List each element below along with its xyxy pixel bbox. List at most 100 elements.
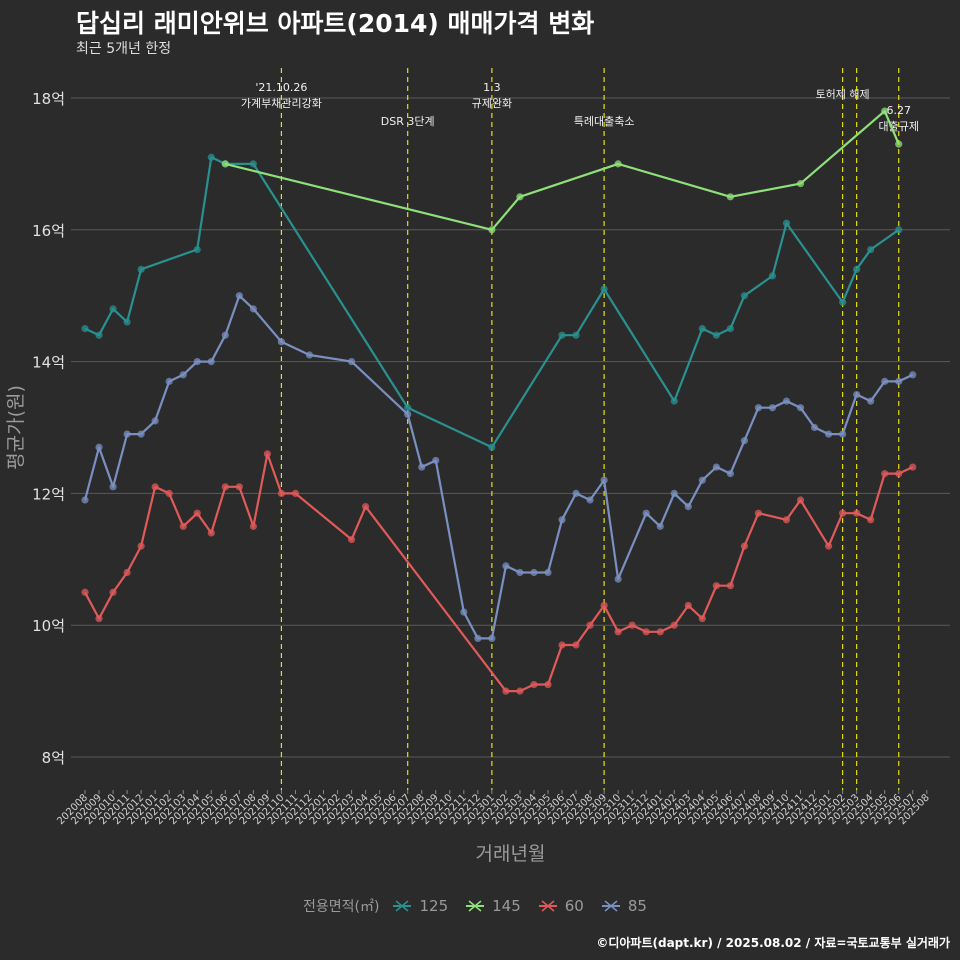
data-point-85 — [684, 502, 692, 511]
data-point-145 — [221, 160, 229, 168]
data-point-125 — [81, 325, 89, 333]
data-point-60 — [165, 489, 173, 498]
data-point-125 — [123, 318, 131, 326]
data-point-85 — [782, 397, 791, 405]
legend-key-145 — [466, 900, 485, 912]
data-point-145 — [881, 107, 889, 115]
event-label: '21.10.26 — [255, 81, 307, 94]
data-point-60 — [754, 509, 763, 517]
event-label: 대출규제 — [878, 120, 918, 133]
data-point-85 — [642, 509, 650, 517]
event-label: 1.3 — [483, 81, 501, 94]
data-point-60 — [137, 542, 145, 550]
data-point-60 — [193, 509, 201, 517]
data-point-60 — [530, 680, 538, 689]
data-point-85 — [656, 522, 664, 530]
data-point-85 — [881, 377, 889, 385]
data-point-125 — [572, 331, 580, 339]
data-point-60 — [895, 470, 903, 478]
data-point-85 — [249, 305, 257, 313]
data-point-125 — [558, 331, 566, 339]
y-tick-label: 14억 — [32, 354, 65, 372]
event-label: 규제완화 — [472, 97, 512, 110]
data-point-85 — [502, 562, 510, 570]
data-point-60 — [614, 628, 622, 636]
data-point-125 — [782, 219, 791, 227]
event-label: DSR 3단계 — [381, 115, 435, 128]
data-point-60 — [291, 489, 300, 498]
data-point-85 — [235, 292, 243, 300]
data-point-85 — [165, 377, 173, 385]
data-point-85 — [740, 437, 749, 445]
data-point-145 — [895, 140, 903, 148]
legend-label-60: 60 — [564, 897, 584, 915]
data-point-85 — [867, 397, 875, 405]
data-point-60 — [853, 509, 861, 517]
data-point-85 — [432, 456, 440, 465]
data-point-60 — [782, 516, 791, 524]
series-line-60 — [84, 452, 914, 693]
data-point-85 — [712, 463, 720, 471]
legend-key-125 — [393, 900, 412, 912]
y-tick-label: 8억 — [42, 749, 65, 767]
data-point-60 — [502, 687, 510, 695]
data-point-60 — [347, 535, 356, 544]
data-point-60 — [151, 483, 159, 491]
legend-label-85: 85 — [627, 897, 647, 915]
data-point-125 — [404, 404, 412, 412]
data-point-85 — [824, 430, 833, 438]
data-point-125 — [698, 325, 706, 333]
data-point-85 — [754, 404, 763, 412]
data-point-85 — [207, 357, 215, 366]
data-point-85 — [895, 377, 903, 385]
data-point-125 — [853, 265, 861, 273]
legend-item-125: 125 — [391, 897, 448, 915]
y-tick-label: 10억 — [32, 617, 65, 635]
data-point-60 — [628, 621, 636, 629]
data-point-125 — [839, 298, 847, 306]
data-point-85 — [544, 568, 552, 577]
event-label: 가계부채관리강화 — [241, 97, 322, 110]
legend-title: 전용면적(㎡) — [303, 899, 380, 915]
data-point-60 — [81, 588, 89, 596]
data-point-85 — [151, 417, 159, 425]
data-point-85 — [853, 390, 861, 399]
data-point-85 — [516, 568, 524, 577]
data-point-85 — [530, 568, 538, 577]
legend: 전용면적(㎡) 125 145 60 85 — [0, 896, 960, 916]
legend-key-60 — [538, 900, 557, 912]
data-point-60 — [740, 542, 749, 550]
data-point-60 — [95, 615, 103, 623]
legend-item-60: 60 — [537, 897, 584, 915]
data-point-85 — [347, 357, 356, 366]
data-point-85 — [109, 483, 117, 491]
data-point-125 — [488, 443, 496, 451]
data-point-145 — [614, 160, 622, 168]
chart-subtitle: 최근 5개년 한정 — [76, 41, 172, 57]
data-point-60 — [839, 509, 847, 517]
data-point-60 — [796, 496, 805, 504]
data-point-60 — [642, 628, 650, 636]
data-point-60 — [221, 483, 229, 491]
data-point-60 — [109, 588, 117, 596]
data-point-125 — [207, 153, 215, 161]
data-point-125 — [95, 331, 103, 339]
data-point-125 — [768, 272, 777, 280]
data-point-85 — [277, 338, 286, 346]
data-point-85 — [909, 371, 917, 379]
data-point-60 — [909, 463, 917, 471]
data-point-85 — [488, 634, 496, 643]
legend-key-85 — [601, 900, 620, 912]
data-point-85 — [193, 357, 201, 366]
data-point-85 — [404, 410, 412, 418]
data-point-85 — [614, 575, 622, 583]
data-point-85 — [137, 430, 145, 438]
data-point-125 — [867, 245, 875, 254]
data-point-125 — [712, 331, 720, 339]
data-point-85 — [179, 371, 187, 379]
data-point-85 — [460, 608, 468, 616]
x-axis-title: 거래년월 — [476, 843, 546, 865]
y-axis-title: 평균가(원) — [5, 385, 27, 470]
plot-background — [71, 65, 950, 790]
